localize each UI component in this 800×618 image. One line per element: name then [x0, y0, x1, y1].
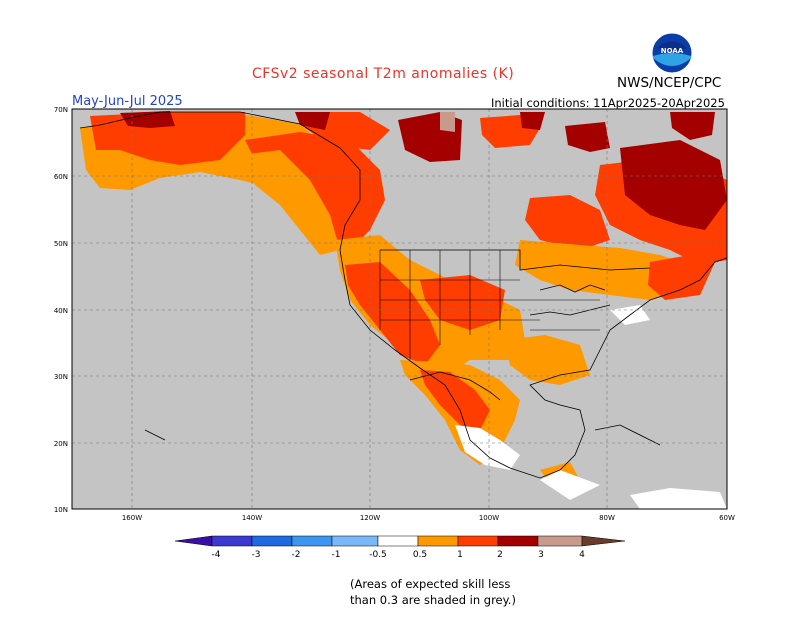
color-legend — [174, 535, 626, 547]
legend-swatch — [211, 535, 253, 547]
lon-label: 120W — [360, 514, 380, 522]
lon-label: 140W — [242, 514, 262, 522]
lat-label: 30N — [54, 373, 68, 381]
lon-label: 100W — [479, 514, 499, 522]
alaska-darkred — [120, 111, 175, 128]
maritimes-red — [648, 255, 715, 300]
legend-swatch — [457, 535, 499, 547]
political-borders — [379, 250, 600, 360]
initial-conditions-label: Initial conditions: 11Apr2025-20Apr2025 — [491, 96, 725, 110]
agency-label: NWS/NCEP/CPC — [617, 75, 722, 91]
quebec-darkred — [620, 140, 727, 230]
arctic-pink — [440, 112, 455, 132]
southeast-orange — [505, 335, 590, 385]
legend-swatch — [331, 535, 379, 547]
lat-label: 40N — [54, 307, 68, 315]
legend-label: -0.5 — [369, 550, 387, 560]
noaa-logo-text: NOAA — [661, 47, 684, 55]
legend-label: 2 — [497, 550, 503, 560]
lat-label: 70N — [54, 106, 68, 114]
legend-swatch — [417, 535, 459, 547]
legend-label: -4 — [212, 550, 221, 560]
plains-red — [420, 275, 505, 330]
skill-footnote-line2: than 0.3 are shaded in grey.) — [350, 593, 516, 607]
legend-label: 0.5 — [413, 550, 427, 560]
coastlines — [79, 111, 728, 479]
legend-label: -3 — [252, 550, 261, 560]
legend-label: -2 — [292, 550, 301, 560]
anomaly-shading — [80, 111, 727, 509]
legend-arrow-right — [581, 535, 626, 547]
lon-label: 80W — [599, 514, 615, 522]
legend-swatch — [497, 535, 539, 547]
legend-swatch — [251, 535, 293, 547]
skill-footnote: (Areas of expected skill less than 0.3 a… — [350, 576, 516, 608]
nwt-darkred — [295, 112, 330, 130]
arctic-darkred2 — [520, 112, 545, 130]
legend-swatch — [377, 535, 419, 547]
legend-arrow-left — [174, 535, 213, 547]
mexico-red — [420, 370, 490, 430]
legend-swatch — [537, 535, 583, 547]
map-frame — [71, 108, 728, 510]
lon-label: 160W — [122, 514, 142, 522]
west-us-red — [345, 262, 440, 365]
hudson-red — [525, 195, 610, 250]
noaa-logo: NOAA — [651, 32, 693, 74]
arctic-red3 — [565, 122, 610, 152]
arctic-red4 — [670, 112, 715, 140]
lat-label: 20N — [54, 440, 68, 448]
lon-labels: 160W 140W 120W 100W 80W 60W — [122, 514, 735, 522]
gridlines — [72, 109, 727, 509]
mexico-white — [455, 425, 520, 470]
lat-label: 60N — [54, 173, 68, 181]
sa-white — [630, 488, 727, 509]
legend-label: 1 — [457, 550, 463, 560]
season-label: May-Jun-Jul 2025 — [72, 94, 183, 109]
legend-label: -1 — [332, 550, 341, 560]
skill-footnote-line1: (Areas of expected skill less — [350, 577, 511, 591]
legend-labels: -4 -3 -2 -1 -0.5 0.5 1 2 3 4 — [212, 550, 586, 560]
lat-label: 10N — [54, 506, 68, 514]
lat-labels: 70N 60N 50N 40N 30N 20N 10N — [54, 106, 68, 514]
lat-label: 50N — [54, 240, 68, 248]
lon-label: 60W — [719, 514, 735, 522]
caribbean-white — [540, 470, 600, 500]
map-title: CFSv2 seasonal T2m anomalies (K) — [252, 66, 515, 82]
legend-label: 3 — [538, 550, 544, 560]
legend-swatch — [291, 535, 333, 547]
legend-label: 4 — [579, 550, 585, 560]
